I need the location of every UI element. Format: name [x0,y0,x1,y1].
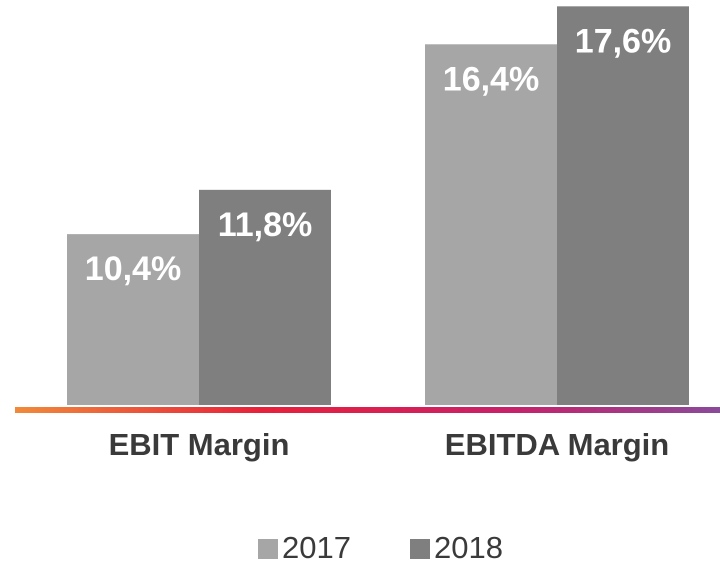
bar [557,6,689,405]
value-label: 16,4% [443,60,539,98]
legend-swatch [410,539,430,559]
bar [199,189,331,405]
bar [67,234,199,405]
value-label: 17,6% [575,22,671,60]
category-label: EBITDA Margin [445,427,669,462]
bar [425,44,557,405]
legend-swatch [258,539,278,559]
legend-label: 2017 [282,530,351,563]
category-label: EBIT Margin [109,427,290,462]
value-label: 11,8% [218,206,313,244]
value-label: 10,4% [85,250,181,288]
legend-label: 2018 [434,530,503,563]
axis-line [15,407,720,413]
